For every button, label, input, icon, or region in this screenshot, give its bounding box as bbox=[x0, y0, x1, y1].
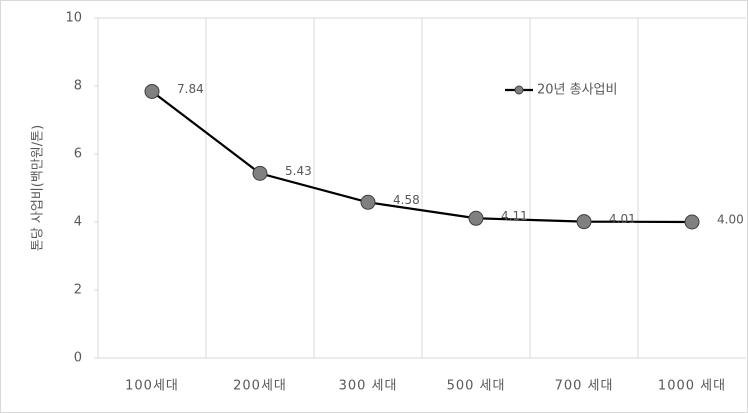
x-tick-label: 1000 세대 bbox=[658, 379, 726, 394]
y-tick-label: 0 bbox=[74, 351, 82, 366]
data-label: 7.84 bbox=[177, 82, 204, 96]
x-tick-label: 700 세대 bbox=[555, 379, 614, 394]
marker bbox=[468, 210, 484, 226]
y-tick-label: 8 bbox=[74, 79, 82, 94]
data-label: 4.00 bbox=[717, 213, 744, 227]
data-label: 4.01 bbox=[609, 212, 636, 226]
data-label: 5.43 bbox=[285, 164, 312, 178]
marker bbox=[360, 194, 376, 210]
data-label: 4.11 bbox=[501, 209, 528, 223]
marker bbox=[144, 83, 160, 99]
legend-label: 20년 총사업비 bbox=[537, 83, 617, 98]
marker bbox=[252, 165, 268, 181]
marker bbox=[684, 214, 700, 230]
x-tick-label: 500 세대 bbox=[447, 379, 506, 394]
data-label: 4.58 bbox=[393, 193, 420, 207]
y-tick-label: 2 bbox=[74, 283, 82, 298]
y-axis-label: 톤당 사업비(백만원/톤) bbox=[31, 125, 46, 251]
x-tick-label: 100세대 bbox=[125, 379, 179, 394]
x-tick-label: 300 세대 bbox=[339, 379, 398, 394]
marker bbox=[576, 214, 592, 230]
legend-marker bbox=[514, 85, 524, 95]
y-tick-label: 4 bbox=[74, 215, 82, 230]
line bbox=[151, 90, 693, 224]
y-tick-label: 6 bbox=[74, 147, 82, 162]
x-tick-label: 200세대 bbox=[233, 379, 287, 394]
y-tick-label: 10 bbox=[65, 11, 82, 26]
